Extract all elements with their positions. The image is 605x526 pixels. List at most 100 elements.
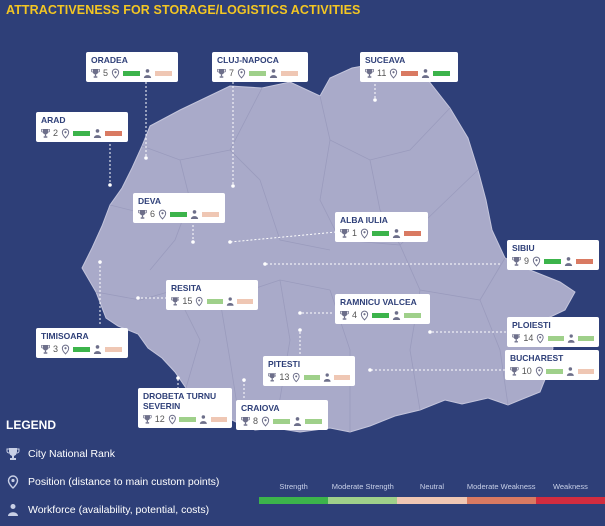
location-pin-icon (237, 68, 246, 79)
position-rating-bar (170, 211, 188, 217)
position-rating-bar (249, 70, 267, 76)
trophy-icon (512, 256, 521, 266)
location-pin-icon (261, 416, 270, 427)
city-card: DROBETA TURNU SEVERIN 12 (138, 388, 232, 428)
location-pin-icon (537, 333, 545, 343)
city-indicators: 14 (512, 332, 594, 344)
city-rank: 3 (53, 344, 59, 354)
trophy-icon (512, 333, 521, 342)
scale-label: Moderate Strength (331, 482, 394, 491)
city-indicators: 9 (512, 255, 594, 267)
city-name: RAMNICU VALCEA (340, 297, 417, 307)
city-name: RESITA (171, 283, 202, 293)
city-dot (373, 98, 377, 102)
workforce-rating-bar (202, 211, 220, 217)
city-dot (231, 184, 235, 188)
city-rank: 5 (103, 68, 109, 78)
legend-label: Workforce (availability, potential, cost… (28, 504, 210, 516)
person-icon (564, 256, 573, 266)
position-rating-bar (544, 258, 562, 264)
city-card: TIMISOARA 3 (36, 328, 128, 358)
location-pin-icon (360, 228, 369, 239)
location-pin-icon (7, 475, 19, 489)
city-card: SUCEAVA 11 (360, 52, 458, 82)
city-rank: 14 (523, 333, 534, 343)
city-dot (191, 240, 195, 244)
workforce-rating-bar (105, 130, 123, 136)
scale-moderate-weakness-swatch (466, 497, 536, 504)
city-dot (242, 378, 246, 382)
position-rating-bar (206, 298, 223, 304)
city-card: CLUJ-NAPOCA 7 (212, 52, 308, 82)
position-rating-bar (179, 416, 196, 422)
person-icon (392, 228, 401, 238)
city-indicators: 13 (268, 371, 350, 383)
city-card: CRAIOVA 8 (236, 400, 328, 430)
trophy-icon (91, 68, 100, 78)
city-indicators: 4 (340, 309, 425, 321)
city-card: BUCHAREST 10 (505, 350, 599, 380)
trophy-icon (171, 296, 180, 305)
city-card: ORADEA 5 (86, 52, 178, 82)
city-rank: 9 (524, 256, 530, 266)
person-icon (93, 128, 102, 138)
map-title: ATTRACTIVENESS FOR STORAGE/LOGISTICS ACT… (6, 3, 361, 17)
city-indicators: 12 (143, 413, 227, 425)
city-indicators: 6 (138, 208, 220, 220)
city-rank: 1 (352, 228, 358, 238)
city-dot (263, 262, 267, 266)
city-indicators: 15 (171, 295, 253, 307)
workforce-rating-bar (433, 70, 451, 76)
workforce-rating-bar (334, 374, 350, 380)
location-pin-icon (61, 128, 70, 139)
scale-label: Neutral (419, 482, 445, 491)
workforce-rating-bar (237, 298, 253, 304)
city-dot (298, 311, 302, 315)
workforce-rating-bar (577, 368, 594, 374)
position-rating-bar (303, 374, 320, 380)
position-rating-bar (73, 346, 91, 352)
city-name: CRAIOVA (241, 403, 280, 413)
scale-label: Strength (279, 482, 308, 491)
city-name: DEVA (138, 196, 161, 206)
leader-lines (99, 80, 510, 398)
position-rating-bar (123, 70, 141, 76)
location-pin-icon (360, 310, 369, 321)
scale-neutral-swatch (397, 497, 467, 504)
trophy-icon (6, 448, 20, 460)
position-rating-bar (401, 70, 419, 76)
legend-item-rank: City National Rank (6, 447, 115, 461)
city-dot (136, 296, 140, 300)
legend-title: LEGEND (6, 418, 57, 432)
legend-label: City National Rank (28, 448, 115, 460)
position-rating-bar (73, 130, 91, 136)
trophy-icon (217, 68, 226, 78)
city-dot (108, 183, 112, 187)
city-indicators: 1 (340, 227, 423, 239)
location-pin-icon (61, 344, 70, 355)
location-pin-icon (111, 68, 120, 79)
workforce-rating-bar (578, 335, 594, 341)
city-card: PLOIESTI 14 (507, 317, 599, 347)
city-name: TIMISOARA (41, 331, 89, 341)
trophy-icon (268, 372, 277, 381)
city-card: PITESTI 13 (263, 356, 355, 386)
city-card: RAMNICU VALCEA 4 (335, 294, 430, 324)
city-rank: 8 (253, 416, 259, 426)
city-dots (98, 98, 432, 382)
workforce-rating-bar (576, 258, 594, 264)
city-rank: 7 (229, 68, 235, 78)
city-indicators: 7 (217, 67, 303, 79)
city-name: ORADEA (91, 55, 128, 65)
person-icon (422, 68, 430, 78)
position-rating-bar (547, 335, 564, 341)
city-dot (368, 368, 372, 372)
trophy-icon (365, 68, 374, 78)
scale-strength-swatch (259, 497, 329, 504)
city-name: ALBA IULIA (340, 215, 388, 225)
city-rank: 11 (377, 68, 387, 78)
city-name: SIBIU (512, 243, 535, 253)
person-icon (566, 366, 574, 376)
city-dot (176, 376, 180, 380)
